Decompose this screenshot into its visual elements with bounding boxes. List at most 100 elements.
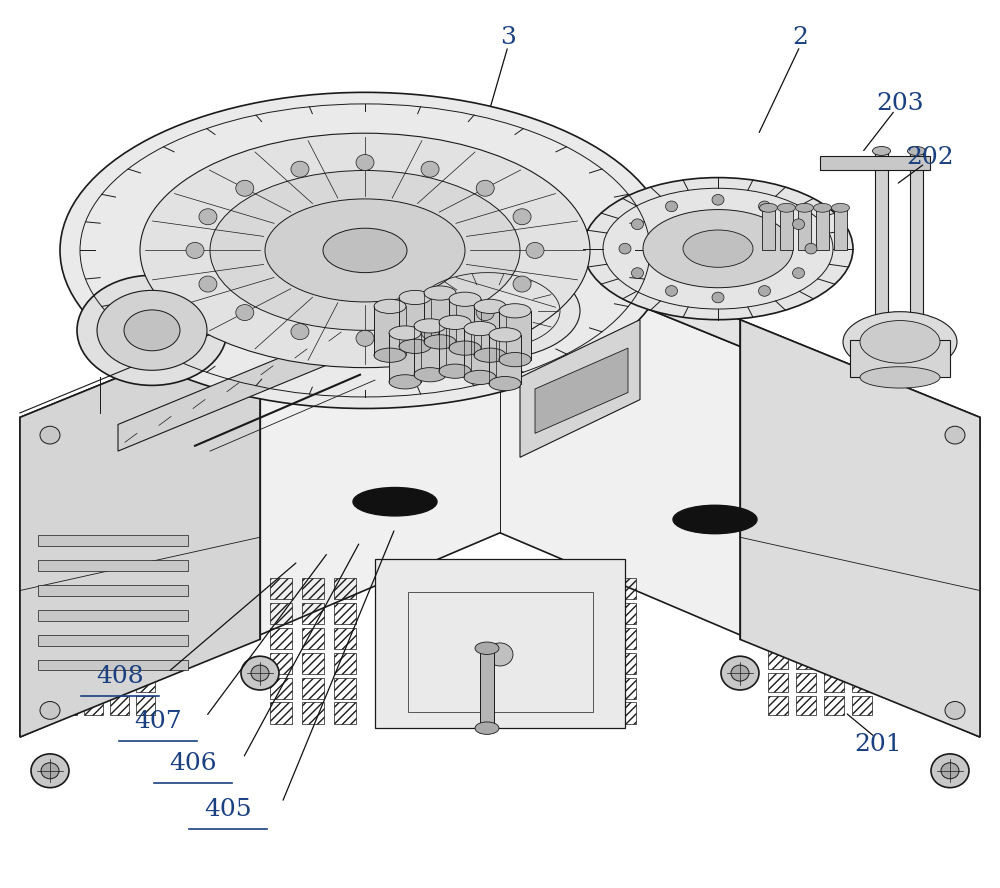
Circle shape: [40, 702, 60, 719]
Circle shape: [513, 209, 531, 225]
Circle shape: [945, 702, 965, 719]
Bar: [84, 558, 103, 576]
Bar: [334, 578, 356, 599]
Ellipse shape: [499, 353, 531, 367]
Circle shape: [31, 754, 69, 788]
Bar: [824, 627, 844, 646]
Bar: [58, 511, 77, 530]
Bar: [136, 581, 155, 599]
Bar: [464, 329, 496, 377]
Bar: [38, 660, 188, 670]
Bar: [302, 678, 324, 699]
Bar: [32, 604, 51, 622]
Bar: [414, 326, 446, 375]
Bar: [824, 535, 844, 553]
Ellipse shape: [831, 203, 849, 212]
Circle shape: [793, 219, 805, 230]
Bar: [614, 653, 636, 674]
Bar: [768, 604, 788, 622]
Bar: [136, 627, 155, 646]
Bar: [334, 702, 356, 724]
Polygon shape: [20, 222, 980, 444]
Bar: [270, 578, 292, 599]
Polygon shape: [20, 249, 980, 737]
Circle shape: [41, 763, 59, 779]
Bar: [58, 581, 77, 599]
Bar: [32, 558, 51, 576]
Bar: [768, 696, 788, 715]
Polygon shape: [520, 320, 640, 457]
Ellipse shape: [396, 262, 580, 360]
Bar: [58, 650, 77, 669]
Ellipse shape: [489, 377, 521, 391]
Ellipse shape: [439, 315, 471, 329]
Bar: [110, 535, 129, 553]
Bar: [489, 335, 521, 384]
Circle shape: [941, 763, 959, 779]
Bar: [768, 627, 788, 646]
Circle shape: [199, 276, 217, 292]
Ellipse shape: [796, 203, 814, 212]
Ellipse shape: [374, 299, 406, 313]
Bar: [110, 627, 129, 646]
Ellipse shape: [323, 228, 407, 273]
Bar: [84, 535, 103, 553]
Bar: [582, 702, 604, 724]
Ellipse shape: [353, 488, 437, 516]
Bar: [824, 604, 844, 622]
Bar: [32, 627, 51, 646]
Ellipse shape: [374, 348, 406, 362]
Text: 202: 202: [906, 146, 954, 169]
Bar: [32, 535, 51, 553]
Bar: [302, 653, 324, 674]
Bar: [875, 151, 888, 333]
Bar: [38, 585, 188, 596]
Bar: [32, 581, 51, 599]
Bar: [768, 535, 788, 553]
Bar: [270, 678, 292, 699]
Bar: [334, 603, 356, 624]
Bar: [852, 581, 872, 599]
Ellipse shape: [475, 722, 499, 734]
Bar: [302, 628, 324, 649]
Bar: [38, 610, 188, 621]
Bar: [439, 322, 471, 371]
Polygon shape: [118, 327, 355, 451]
Ellipse shape: [474, 299, 506, 313]
Bar: [480, 648, 494, 728]
Bar: [389, 333, 421, 382]
Bar: [58, 535, 77, 553]
Bar: [852, 627, 872, 646]
Bar: [136, 558, 155, 576]
Bar: [762, 208, 775, 250]
Bar: [474, 306, 506, 355]
Circle shape: [666, 201, 678, 211]
Circle shape: [186, 242, 204, 258]
Bar: [824, 581, 844, 599]
Bar: [824, 558, 844, 576]
Circle shape: [40, 426, 60, 444]
Bar: [550, 653, 572, 674]
Ellipse shape: [414, 319, 446, 333]
Ellipse shape: [424, 286, 456, 300]
Ellipse shape: [439, 364, 471, 378]
Ellipse shape: [474, 348, 506, 362]
Bar: [408, 592, 593, 712]
Circle shape: [476, 180, 494, 196]
Ellipse shape: [124, 310, 180, 351]
Bar: [852, 673, 872, 692]
Bar: [614, 678, 636, 699]
Bar: [136, 696, 155, 715]
Bar: [399, 297, 431, 346]
Bar: [110, 696, 129, 715]
Bar: [614, 578, 636, 599]
Bar: [32, 673, 51, 692]
Circle shape: [945, 426, 965, 444]
Circle shape: [931, 754, 969, 788]
Bar: [798, 208, 811, 250]
Ellipse shape: [499, 304, 531, 318]
Bar: [910, 151, 923, 333]
Bar: [38, 635, 188, 646]
Ellipse shape: [843, 312, 957, 372]
Bar: [302, 702, 324, 724]
